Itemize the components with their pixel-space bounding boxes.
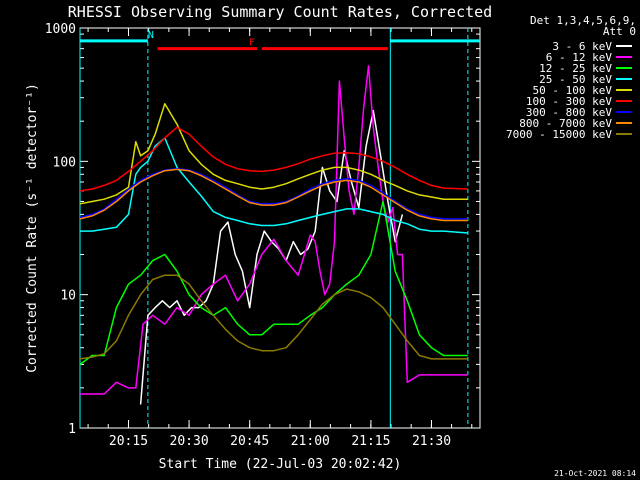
y-tick-label: 10: [60, 289, 76, 304]
legend-header: Det 1,3,4,5,6,9,: [530, 14, 636, 27]
x-tick-label: 20:30: [170, 434, 209, 449]
series-line: [80, 137, 468, 234]
legend-header: Att 0: [603, 25, 636, 38]
plot-frame: [79, 27, 481, 429]
flag-bar-label: N: [148, 30, 154, 41]
series-line: [79, 167, 468, 220]
x-axis: 20:15 20:30 20:45 21:00 21:15 21:30: [87, 28, 473, 449]
legend-entry-label: 300 - 800 keV: [526, 106, 612, 119]
legend-entry-label: 800 - 7000 keV: [519, 117, 612, 130]
y-axis: 1 10 100 1000: [45, 22, 480, 437]
series-line: [79, 103, 468, 205]
footer-date: 21-Oct-2021 08:14: [554, 469, 636, 478]
flag-bar-label: F: [249, 38, 255, 49]
series-group: [79, 65, 468, 405]
legend-entry-label: 6 - 12 keV: [546, 51, 613, 64]
y-tick-label: 100: [53, 155, 76, 170]
legend-entry-label: 3 - 6 keV: [552, 40, 612, 53]
legend-entry-label: 100 - 300 keV: [526, 95, 612, 108]
legend-entry-label: 50 - 100 keV: [533, 84, 613, 97]
y-tick-label: 1000: [45, 22, 76, 37]
x-tick-label: 21:30: [412, 434, 451, 449]
x-tick-label: 21:00: [291, 434, 330, 449]
series-line: [79, 126, 468, 192]
legend-entry-label: 12 - 25 keV: [539, 62, 612, 75]
chart-title: RHESSI Observing Summary Count Rates, Co…: [68, 3, 492, 21]
series-line: [79, 168, 468, 222]
series-line: [79, 274, 468, 360]
series-line: [80, 65, 468, 395]
legend-entry-label: 25 - 50 keV: [539, 73, 612, 86]
y-tick-label: 1: [68, 422, 76, 437]
x-tick-label: 20:45: [230, 434, 269, 449]
legend-entry-label: 7000 - 15000 keV: [506, 128, 612, 141]
x-tick-label: 21:15: [351, 434, 390, 449]
x-tick-label: 20:15: [109, 434, 148, 449]
x-axis-label: Start Time (22-Jul-03 20:02:42): [159, 457, 402, 472]
y-axis-label: Corrected Count Rate (s⁻¹ detector⁻¹): [25, 83, 40, 373]
series-line: [79, 200, 468, 366]
annotations: NF: [79, 28, 480, 428]
